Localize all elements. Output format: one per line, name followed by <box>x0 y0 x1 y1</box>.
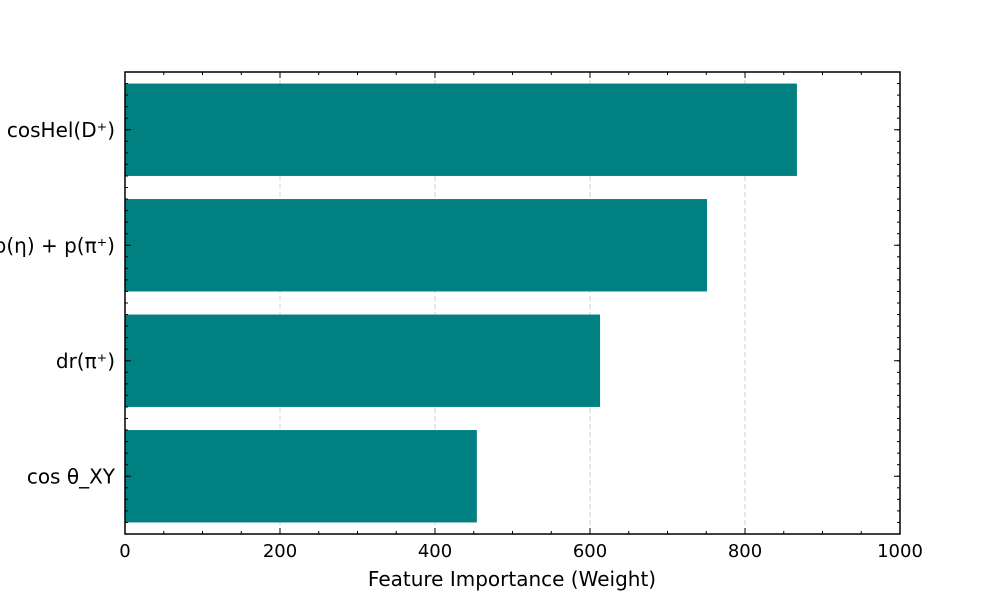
x-tick-labels: 0 200 400 600 800 1000 <box>119 541 923 562</box>
x-tick-label-1: 200 <box>263 541 297 562</box>
x-tick-label-0: 0 <box>119 541 130 562</box>
bar-1 <box>125 199 708 292</box>
x-axis-title: Feature Importance (Weight) <box>368 567 656 591</box>
y-tick-labels: cosHel(D⁺) p(η) + p(π⁺) dr(π⁺) cos θ_XY <box>0 118 116 489</box>
x-tick-label-2: 400 <box>418 541 452 562</box>
bar-0 <box>125 83 797 176</box>
bar-2 <box>125 314 601 407</box>
y-tick-label-2: dr(π⁺) <box>56 349 115 373</box>
x-tick-label-4: 800 <box>728 541 762 562</box>
y-tick-label-3: cos θ_XY <box>27 464 116 488</box>
axis-ticks <box>124 71 901 535</box>
x-tick-label-5: 1000 <box>877 541 923 562</box>
bar-3 <box>125 430 477 523</box>
y-tick-label-1: p(η) + p(π⁺) <box>0 233 115 257</box>
x-tick-label-3: 600 <box>573 541 607 562</box>
bars <box>125 83 797 523</box>
y-tick-label-0: cosHel(D⁺) <box>7 118 115 142</box>
